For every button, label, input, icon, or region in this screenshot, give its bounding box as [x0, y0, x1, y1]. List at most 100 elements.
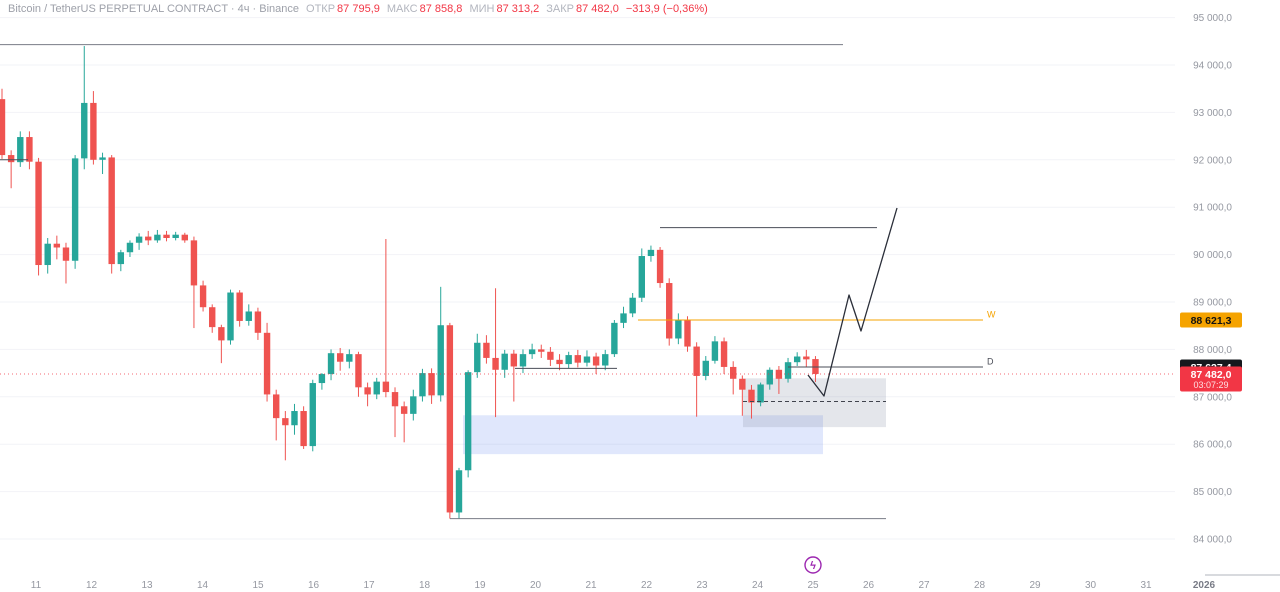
zones: [463, 378, 886, 455]
candle: [0, 88, 6, 159]
time-tick: 18: [419, 580, 431, 591]
candle: [364, 382, 371, 407]
projection-zigzag[interactable]: [807, 207, 898, 397]
candle: [336, 347, 344, 371]
weekly-line-tag[interactable]: W: [987, 309, 996, 319]
candle: [647, 245, 655, 262]
candle: [492, 288, 499, 418]
candle: [519, 349, 527, 374]
candle: [44, 238, 51, 274]
candle-body: [373, 381, 380, 395]
time-tick: 28: [974, 580, 986, 591]
price-tick: 87 000,0: [1193, 392, 1232, 403]
candle-body: [99, 157, 106, 160]
candle-body: [209, 307, 216, 328]
price-tick: 94 000,0: [1193, 61, 1232, 72]
ohlc-open: ОТКР 87 795,9: [306, 3, 380, 15]
candle: [775, 365, 783, 394]
candle: [355, 351, 362, 397]
candle-body: [227, 292, 234, 341]
time-tick: 13: [141, 580, 153, 591]
candle-body: [318, 374, 326, 384]
time-tick: 27: [918, 580, 930, 591]
symbol-title[interactable]: Bitcoin / TetherUS PERPETUAL CONTRACT · …: [8, 3, 300, 15]
candle: [684, 316, 691, 352]
candle-body: [793, 356, 801, 363]
lightning-marker[interactable]: ϟ: [804, 556, 822, 574]
price-tick: 93 000,0: [1193, 108, 1232, 119]
demand-zone-blue[interactable]: [463, 415, 823, 455]
time-tick: 30: [1085, 580, 1097, 591]
price-tick: 90 000,0: [1193, 250, 1232, 261]
price-tick: 88 000,0: [1193, 345, 1232, 356]
candle-body: [556, 359, 563, 365]
weekly-level-label: 88 621,3: [1180, 312, 1242, 328]
price-tick: 91 000,0: [1193, 203, 1232, 214]
time-tick: 20: [530, 580, 542, 591]
candle: [218, 324, 225, 364]
candle-body: [17, 137, 24, 163]
candle: [263, 322, 271, 402]
candle: [62, 242, 70, 284]
candle-body: [693, 346, 700, 376]
candle: [273, 389, 280, 441]
candle: [17, 131, 24, 167]
candle-body: [483, 342, 490, 358]
candle-body: [282, 418, 289, 426]
candle-body: [656, 249, 664, 284]
lightning-icon: ϟ: [810, 560, 816, 572]
candle: [556, 354, 563, 371]
candle-body: [757, 384, 764, 403]
candle: [382, 238, 390, 398]
candle: [35, 157, 42, 276]
candle: [236, 290, 243, 327]
candle-body: [135, 236, 143, 243]
candle: [172, 231, 179, 241]
time-tick: 15: [252, 580, 264, 591]
candle-body: [44, 243, 51, 266]
candle-body: [602, 354, 609, 366]
lightning-circle: [804, 556, 822, 574]
time-axis[interactable]: 11 12 13 14 15 16 17 18 19 20 21 22 23 24 25 26 27 28 29 30…: [31, 574, 1280, 591]
daily-line-tag[interactable]: D: [987, 357, 994, 367]
candle: [455, 467, 463, 519]
candle-body: [620, 313, 627, 323]
time-tick: 17: [363, 580, 375, 591]
candle-body: [355, 354, 362, 388]
candle: [574, 349, 582, 368]
candle-body: [26, 137, 33, 162]
ohlc-low: МИН 87 313,2: [469, 3, 540, 15]
price-tick: 86 000,0: [1193, 440, 1232, 451]
demand-zone-gray[interactable]: [743, 378, 886, 428]
candle-body: [263, 332, 271, 395]
candle: [53, 235, 61, 260]
candle-body: [7, 155, 15, 163]
candle-body: [510, 353, 518, 367]
candle: [209, 304, 216, 333]
candle: [245, 304, 252, 326]
candle: [730, 361, 737, 395]
candle-body: [474, 342, 481, 373]
price-axis[interactable]: 95 000,0 94 000,0 93 000,0 92 000,0 91 000,0…: [1193, 13, 1232, 545]
candle-body: [748, 389, 755, 403]
candle-body: [190, 240, 198, 286]
price-tick: 84 000,0: [1193, 535, 1232, 546]
price-tick: 92 000,0: [1193, 155, 1232, 166]
symbol-legend: Bitcoin / TetherUS PERPETUAL CONTRACT · …: [8, 3, 708, 15]
time-tick: 14: [197, 580, 209, 591]
candle: [145, 230, 152, 246]
candle: [483, 335, 490, 364]
candle: [71, 155, 79, 269]
candle: [291, 403, 298, 435]
candle-body: [53, 243, 61, 248]
candle-body: [437, 325, 444, 396]
candle: [602, 349, 609, 371]
candle: [7, 150, 15, 189]
candle: [410, 389, 417, 421]
candle: [766, 367, 773, 390]
candle: [346, 349, 353, 369]
time-tick: 22: [641, 580, 653, 591]
candle-body: [720, 341, 728, 367]
